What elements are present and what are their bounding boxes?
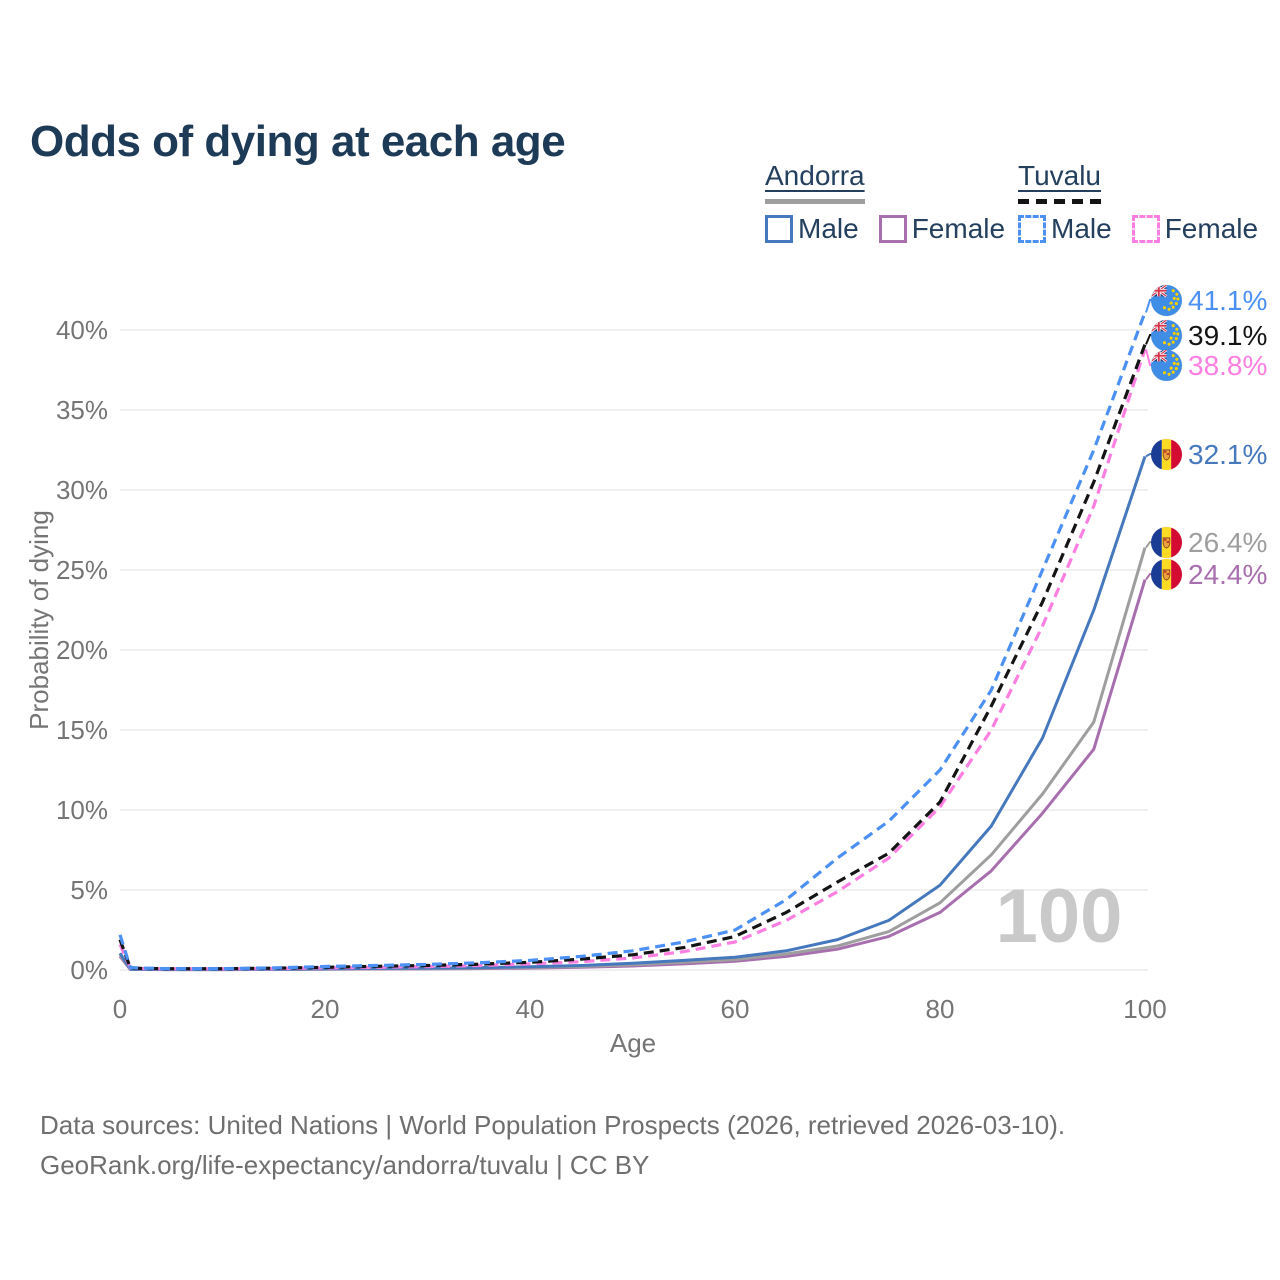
series-line-tuvalu-female[interactable] [118, 348, 1147, 971]
andorra-flag-icon [1151, 438, 1182, 470]
y-tick-label: 20% [56, 635, 108, 665]
end-label-tuvalu-both: 39.1% [1151, 319, 1267, 351]
andorra-flag-icon [1151, 526, 1182, 558]
y-axis-title: Probability of dying [24, 510, 54, 730]
end-label-tuvalu-female: 38.8% [1151, 349, 1267, 381]
series-line-andorra-male[interactable] [118, 455, 1147, 971]
legend-country-tuvalu: Tuvalu [1018, 160, 1102, 191]
tuvalu-male-swatch-icon [1018, 215, 1046, 243]
end-label-andorra-female: 24.4% [1151, 558, 1267, 590]
y-tick-label: 10% [56, 795, 108, 825]
legend-group-andorra: Andorra Male Female [765, 160, 1005, 245]
andorra-flag-icon [1151, 558, 1182, 590]
age-watermark: 100 [996, 874, 1123, 959]
legend-line-sample-andorra [765, 199, 865, 204]
end-value: 41.1% [1188, 284, 1268, 316]
series-line-andorra-female[interactable] [118, 579, 1147, 972]
legend-group-tuvalu: Tuvalu Male Female [1018, 160, 1258, 245]
end-value: 24.4% [1188, 558, 1268, 590]
data-sources-text: Data sources: United Nations | World Pop… [40, 1110, 1066, 1140]
series-line-andorra-both-sexes[interactable] [118, 547, 1147, 972]
x-tick-label: 80 [926, 994, 955, 1024]
legend-line-sample-tuvalu [1018, 199, 1102, 204]
series-line-tuvalu-both-sexes[interactable] [118, 343, 1147, 971]
end-value: 38.8% [1188, 349, 1268, 381]
end-label-tuvalu-male: 41.1% [1151, 284, 1267, 316]
legend-item-tuvalu-female[interactable]: Female [1131, 213, 1258, 245]
end-label-andorra-male: 32.1% [1151, 438, 1267, 470]
y-tick-label: 15% [56, 715, 108, 745]
y-tick-label: 25% [56, 555, 108, 585]
page-title: Odds of dying at each age [30, 117, 566, 167]
tuvalu-flag-icon [1151, 284, 1182, 316]
x-tick-label: 100 [1123, 994, 1166, 1024]
andorra-female-swatch-icon [878, 215, 907, 243]
attribution-text: GeoRank.org/life-expectancy/andorra/tuva… [40, 1150, 650, 1180]
tuvalu-flag-icon [1151, 349, 1182, 381]
legend-item-andorra-female[interactable]: Female [878, 213, 1005, 245]
legend-country-andorra: Andorra [765, 160, 865, 191]
x-axis-title: Age [610, 1028, 656, 1058]
tuvalu-female-swatch-icon [1131, 215, 1160, 243]
end-value: 32.1% [1188, 438, 1268, 470]
legend-item-tuvalu-male[interactable]: Male [1018, 213, 1112, 245]
end-value: 26.4% [1188, 526, 1268, 558]
y-tick-label: 0% [70, 955, 108, 985]
y-tick-label: 30% [56, 475, 108, 505]
end-label-andorra-both: 26.4% [1151, 526, 1267, 558]
y-tick-label: 35% [56, 395, 108, 425]
tuvalu-flag-icon [1151, 319, 1182, 351]
x-tick-label: 40 [516, 994, 545, 1024]
series-line-tuvalu-male[interactable] [118, 311, 1147, 971]
y-tick-label: 5% [70, 875, 108, 905]
x-tick-label: 60 [721, 994, 750, 1024]
legend-item-andorra-male[interactable]: Male [765, 213, 859, 245]
y-tick-label: 40% [56, 315, 108, 345]
x-tick-label: 20 [311, 994, 340, 1024]
x-tick-label: 0 [113, 994, 127, 1024]
andorra-male-swatch-icon [765, 215, 793, 243]
end-value: 39.1% [1188, 319, 1268, 351]
